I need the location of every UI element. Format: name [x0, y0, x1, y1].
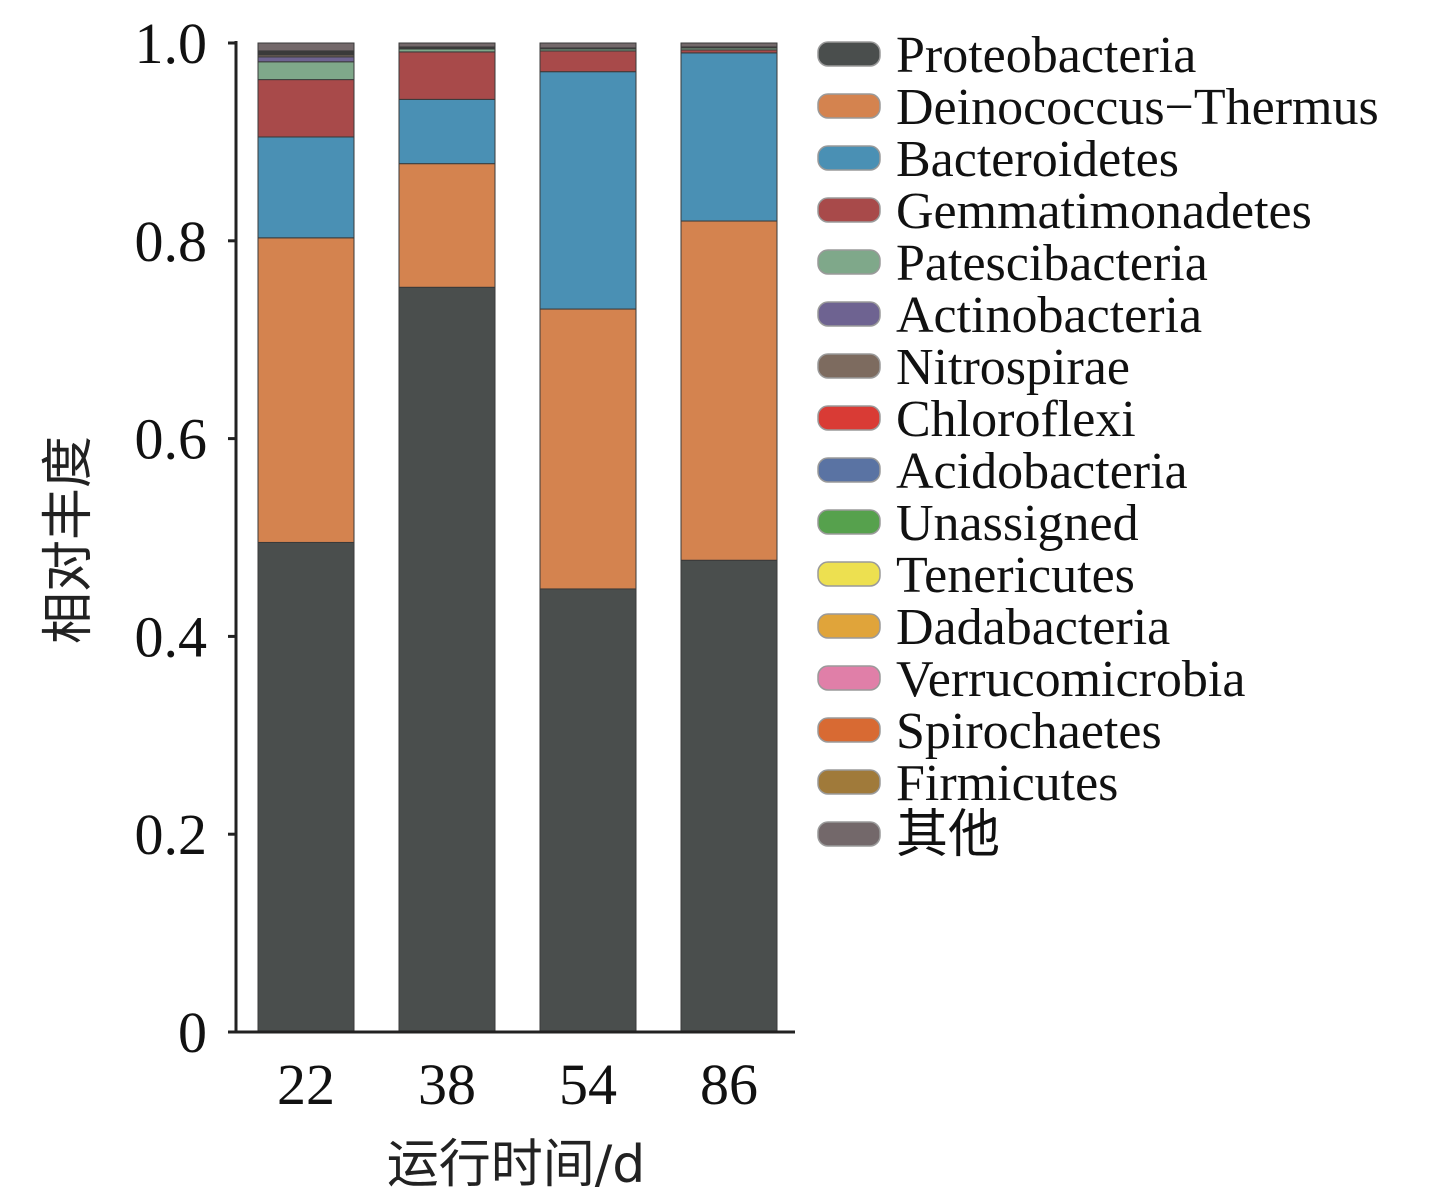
bar-segment-86-16 — [680, 42, 778, 48]
bar-segment-22-3 — [257, 136, 355, 239]
bar-segment-22-4 — [257, 79, 355, 138]
x-tick-label: 54 — [559, 1052, 617, 1117]
legend-label: Verrucomicrobia — [896, 651, 1245, 708]
legend-swatch — [817, 197, 881, 223]
bar-segment-38-3 — [398, 98, 496, 165]
bar-segment-22-1 — [257, 541, 355, 1033]
bar-segment-54-1 — [539, 588, 637, 1033]
legend-label: Dadabacteria — [896, 599, 1170, 656]
y-tick-label: 0.2 — [135, 802, 208, 867]
y-tick-label: 0.8 — [135, 209, 208, 274]
bar-segment-22-2 — [257, 237, 355, 543]
legend-label: Acidobacteria — [896, 443, 1188, 500]
x-tick-labels: 22 38 54 86 — [277, 1052, 758, 1117]
x-tick-label: 38 — [418, 1052, 476, 1117]
bar-segment-38-1 — [398, 286, 496, 1033]
legend-swatch — [817, 301, 881, 327]
legend-label: Deinococcus−Thermus — [896, 79, 1379, 136]
legend-swatch — [817, 41, 881, 67]
bar-segment-54-16 — [539, 42, 637, 49]
bar-segment-38-4 — [398, 51, 496, 100]
legend-label: Bacteroidetes — [896, 131, 1179, 188]
legend-swatch — [817, 717, 881, 743]
legend-label: Actinobacteria — [896, 287, 1202, 344]
axes-layer — [228, 41, 795, 1034]
legend-swatch — [817, 457, 881, 483]
legend-swatch — [817, 145, 881, 171]
legend-swatch — [817, 353, 881, 379]
legend-label: Gemmatimonadetes — [896, 183, 1312, 240]
y-tick-label: 1.0 — [135, 11, 208, 76]
legend-label: Spirochaetes — [896, 703, 1162, 760]
x-tick-label: 86 — [700, 1052, 758, 1117]
bar-segment-22-5 — [257, 61, 355, 81]
legend-label: Nitrospirae — [896, 339, 1130, 396]
legend-swatch — [817, 405, 881, 431]
bar-segment-86-3 — [680, 52, 778, 222]
legend-label: Proteobacteria — [896, 27, 1196, 84]
legend-swatch — [817, 821, 881, 847]
y-tick-label: 0.6 — [135, 407, 208, 472]
x-axis-title: 运行时间/d — [387, 1135, 646, 1195]
bar-segment-38-2 — [398, 163, 496, 288]
legend-swatch — [817, 769, 881, 795]
bar-segment-54-2 — [539, 308, 637, 590]
bar-segment-86-2 — [680, 220, 778, 561]
legend-swatch — [817, 561, 881, 587]
legend-swatch — [817, 93, 881, 119]
x-tick-label: 22 — [277, 1052, 335, 1117]
y-tick-label: 0 — [178, 1000, 207, 1065]
legend-swatch — [817, 249, 881, 275]
legend-label: Tenericutes — [896, 547, 1135, 604]
bar-segment-86-1 — [680, 559, 778, 1033]
legend-label: Chloroflexi — [896, 391, 1136, 448]
bars-layer — [257, 42, 778, 1033]
y-axis-title: 相对丰度 — [39, 436, 99, 644]
legend-label: Unassigned — [896, 495, 1139, 552]
legend: ProteobacteriaDeinococcus−ThermusBactero… — [817, 27, 1379, 864]
bar-segment-54-4 — [539, 50, 637, 73]
y-tick-labels: 0 0.2 0.4 0.6 0.8 1.0 — [135, 11, 208, 1065]
legend-label: Patescibacteria — [896, 235, 1208, 292]
legend-swatch — [817, 665, 881, 691]
legend-label: 其他 — [896, 807, 1000, 864]
bar-segment-22-6 — [257, 56, 355, 63]
legend-swatch — [817, 613, 881, 639]
bar-segment-38-16 — [398, 42, 496, 48]
bar-segment-22-16 — [257, 42, 355, 52]
bar-segment-54-3 — [539, 71, 637, 310]
legend-swatch — [817, 509, 881, 535]
y-tick-label: 0.4 — [135, 604, 208, 669]
legend-label: Firmicutes — [896, 755, 1118, 812]
